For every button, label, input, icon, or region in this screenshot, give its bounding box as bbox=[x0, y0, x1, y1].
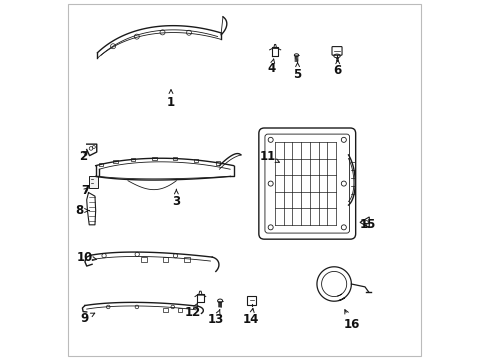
Text: 4: 4 bbox=[267, 59, 275, 75]
Text: 12: 12 bbox=[184, 303, 200, 319]
Bar bbox=[152, 157, 156, 160]
Text: 9: 9 bbox=[81, 311, 95, 325]
Text: 5: 5 bbox=[293, 62, 301, 81]
Text: 2: 2 bbox=[79, 150, 87, 163]
Text: 10: 10 bbox=[77, 251, 96, 264]
Bar bbox=[99, 163, 103, 166]
FancyBboxPatch shape bbox=[89, 176, 98, 188]
Text: 6: 6 bbox=[333, 60, 341, 77]
Text: 11: 11 bbox=[259, 150, 279, 163]
Bar bbox=[184, 257, 190, 262]
Bar bbox=[172, 157, 177, 160]
Bar bbox=[113, 160, 118, 163]
Text: 8: 8 bbox=[75, 204, 89, 217]
Bar bbox=[215, 161, 220, 165]
Bar bbox=[178, 308, 182, 312]
Text: 1: 1 bbox=[166, 90, 175, 109]
Bar bbox=[163, 257, 168, 262]
Bar bbox=[163, 308, 167, 312]
Bar bbox=[193, 158, 198, 162]
Text: 15: 15 bbox=[359, 218, 375, 231]
Text: 3: 3 bbox=[172, 189, 180, 208]
Text: 16: 16 bbox=[343, 310, 360, 331]
Bar bbox=[130, 158, 135, 161]
Text: 14: 14 bbox=[242, 309, 259, 326]
Bar bbox=[141, 257, 147, 262]
Text: 13: 13 bbox=[207, 310, 224, 326]
Text: 7: 7 bbox=[81, 184, 89, 197]
